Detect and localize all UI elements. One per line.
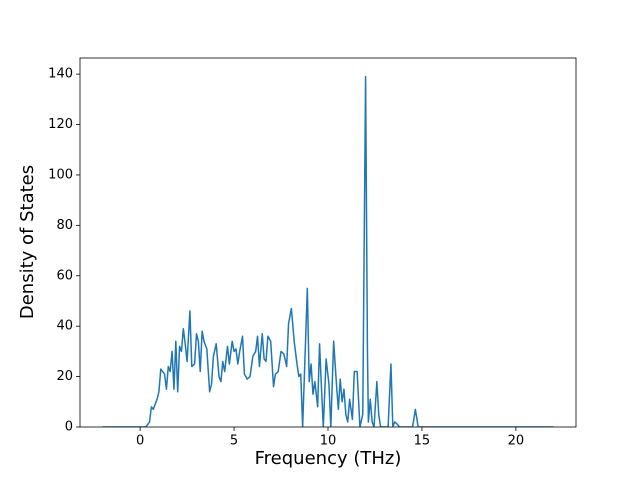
x-tick-label: 0 (136, 434, 144, 449)
x-tick-label: 20 (508, 434, 525, 449)
y-tick-label: 20 (56, 369, 73, 384)
x-tick-label: 15 (414, 434, 431, 449)
y-tick-label: 120 (48, 117, 73, 132)
y-tick-label: 100 (48, 167, 73, 182)
y-axis-label: Density of States (17, 165, 38, 319)
y-tick-label: 80 (56, 218, 73, 233)
dos-line (102, 75, 554, 427)
x-tick-label: 10 (320, 434, 337, 449)
y-tick-label: 40 (56, 319, 73, 334)
y-tick-label: 0 (65, 420, 73, 435)
x-axis-label: Frequency (THz) (255, 448, 402, 469)
y-tick-label: 140 (48, 67, 73, 82)
x-tick-label: 5 (230, 434, 238, 449)
y-tick-label: 60 (56, 268, 73, 283)
plot-frame (79, 57, 577, 428)
